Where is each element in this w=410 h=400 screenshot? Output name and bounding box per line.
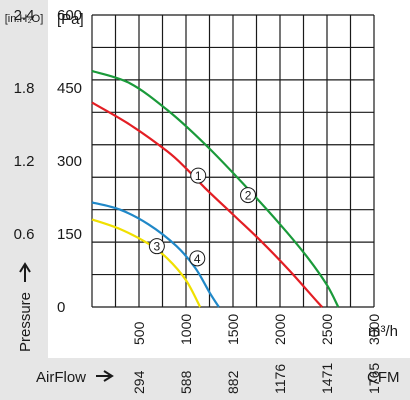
y-tick-label-inh2o: 0.6 (14, 226, 35, 243)
y-axis-title-group: Pressure (17, 262, 34, 352)
y-tick-label-inh2o: 2.4 (14, 7, 35, 24)
y-tick-label-pa: 0 (57, 299, 65, 316)
y-axis-title: Pressure (17, 292, 34, 352)
x-tick-label-cfm: 1765 (366, 363, 382, 394)
x-unit-cfm: CFM (367, 369, 400, 386)
x-tick-label-cfm: 882 (225, 370, 241, 394)
x-tick-label-m3h: 2000 (272, 314, 288, 345)
curve-label-circle-4 (189, 250, 206, 267)
series-line-4 (91, 201, 220, 308)
x-tick-label-m3h: 2500 (319, 314, 335, 345)
grid (91, 14, 375, 308)
y-axis-band (0, 0, 48, 358)
x-tick-label-m3h: 3000 (366, 314, 382, 345)
y-tick-label-inh2o: 1.2 (14, 153, 35, 170)
y-tick-label-pa: 150 (57, 226, 82, 243)
x-axis-title: AirFlow (36, 369, 86, 386)
curve-label-circle-3 (148, 238, 165, 255)
y-unit-pa: [Pa] (57, 11, 84, 28)
x-tick-label-m3h: 1000 (178, 314, 194, 345)
y-unit-inh2o: [in.H₂O] (5, 13, 44, 25)
y-tick-label-pa: 600 (57, 7, 82, 24)
curves (91, 69, 340, 308)
x-tick-label-cfm: 1176 (272, 364, 288, 394)
x-tick-label-cfm: 588 (178, 370, 194, 394)
x-tick-label-m3h: 500 (131, 321, 147, 345)
x-axis-band (0, 358, 410, 400)
labels: 1 2 3 4 (148, 167, 257, 267)
y-tick-label-inh2o: 1.8 (14, 80, 35, 97)
series-line-3 (91, 218, 202, 308)
x-axis-arrow (96, 370, 114, 382)
series-line-2 (91, 69, 340, 308)
x-tick-label-m3h: 1500 (225, 314, 241, 345)
curve-label-3: 3 (154, 240, 161, 254)
curve-label-circle-1 (190, 167, 207, 184)
curve-label-circle-2 (240, 187, 257, 204)
series-line-1 (91, 101, 324, 308)
curve-label-1: 1 (195, 169, 202, 183)
y-axis-arrow (19, 262, 31, 282)
x-tick-label-cfm: 1471 (319, 363, 335, 394)
curve-label-2: 2 (245, 189, 252, 203)
y-tick-label-pa: 450 (57, 80, 82, 97)
x-tick-label-cfm: 294 (131, 370, 147, 394)
y-tick-label-pa: 300 (57, 153, 82, 170)
ticks: 0 150 300 450 600 0.6 1.2 1.8 2.4 500 1000 1500 2000… (14, 7, 382, 394)
curve-label-4: 4 (194, 252, 201, 266)
x-unit-m3h: m³/h (368, 323, 398, 340)
